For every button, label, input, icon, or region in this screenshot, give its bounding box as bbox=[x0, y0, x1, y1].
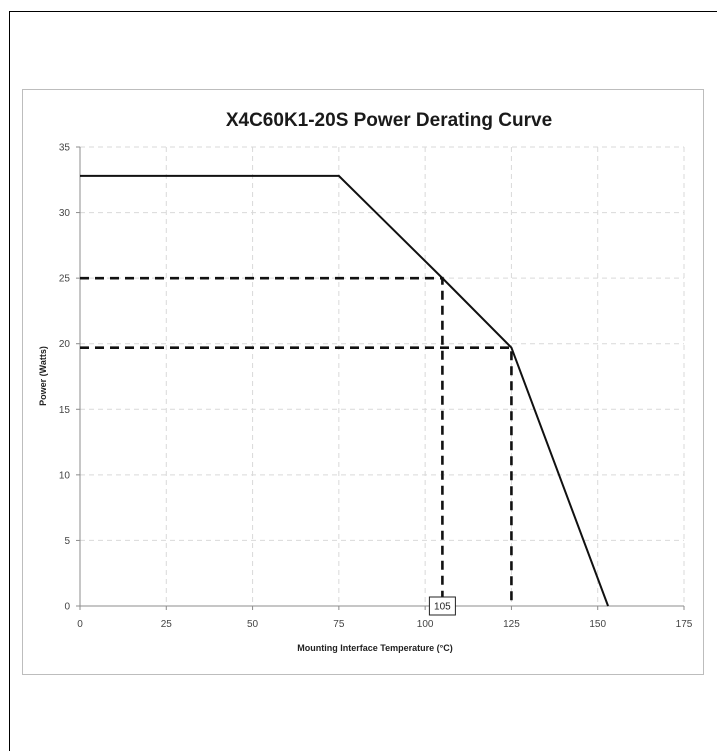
axis-layer bbox=[76, 146, 685, 610]
y-axis-label: Power (Watts) bbox=[38, 346, 48, 406]
guide-layer bbox=[80, 276, 513, 606]
y-tick-label: 20 bbox=[59, 339, 71, 350]
y-tick-label: 10 bbox=[59, 470, 71, 481]
y-tick-label: 30 bbox=[59, 208, 71, 219]
y-tick-label: 25 bbox=[59, 274, 71, 285]
x-axis-label: Mounting Interface Temperature (°C) bbox=[297, 643, 452, 653]
annotation-label: 105 bbox=[434, 602, 451, 613]
x-tick-label: 25 bbox=[161, 619, 173, 630]
x-tick-label: 75 bbox=[333, 619, 345, 630]
tick-layer: 0 5 10 15 20 25 30 35 0 25 50 75 100 125 150 175 bbox=[59, 143, 693, 631]
x-tick-label: 100 bbox=[417, 619, 434, 630]
derating-curve-line bbox=[80, 174, 610, 607]
series-layer bbox=[80, 174, 610, 607]
y-tick-label: 15 bbox=[59, 405, 71, 416]
y-tick-label: 5 bbox=[64, 536, 70, 547]
chart-panel: 0 5 10 15 20 25 30 35 0 25 50 75 100 125 150 175 105 X4… bbox=[22, 89, 704, 675]
x-tick-label: 175 bbox=[676, 619, 693, 630]
annotation-box bbox=[428, 596, 456, 616]
derating-chart: 0 5 10 15 20 25 30 35 0 25 50 75 100 125 150 175 105 X4… bbox=[38, 110, 693, 653]
x-tick-label: 0 bbox=[77, 619, 83, 630]
dashed-guide-line bbox=[80, 346, 513, 606]
chart-title: X4C60K1-20S Power Derating Curve bbox=[226, 110, 552, 131]
grid-layer bbox=[80, 146, 685, 606]
dashed-guide-line bbox=[80, 276, 444, 606]
annotation-layer: 105 bbox=[428, 596, 456, 616]
y-tick-label: 35 bbox=[59, 143, 71, 154]
x-tick-label: 150 bbox=[589, 619, 606, 630]
y-tick-label: 0 bbox=[64, 602, 70, 613]
x-tick-label: 125 bbox=[503, 619, 520, 630]
x-tick-label: 50 bbox=[247, 619, 259, 630]
document-frame bbox=[9, 11, 717, 751]
